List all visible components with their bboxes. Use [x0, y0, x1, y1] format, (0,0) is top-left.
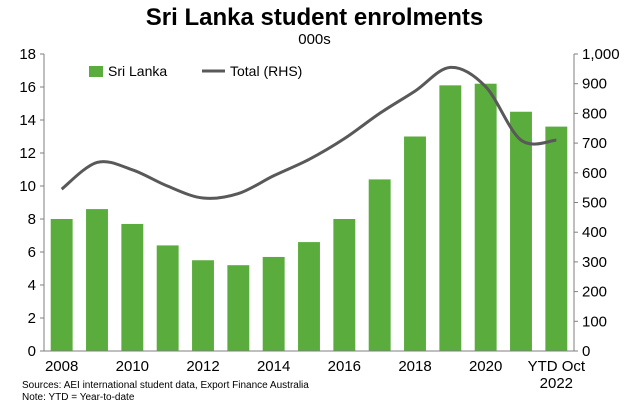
legend-label-total: Total (RHS) [230, 63, 302, 79]
source-note: Sources: AEI international student data,… [22, 380, 309, 391]
bar-2014 [262, 256, 285, 351]
left-tick-label: 18 [19, 46, 36, 63]
right-tick-label: 0 [582, 343, 590, 360]
legend-swatch-sri-lanka [89, 66, 103, 77]
right-tick-label: 300 [582, 254, 607, 271]
bar-2008 [50, 219, 73, 351]
left-tick-label: 10 [19, 178, 36, 195]
x-tick-label: YTD Oct 2022 [528, 358, 586, 392]
x-tick-label: 2018 [398, 358, 431, 375]
chart-title: Sri Lanka student enrolments [145, 4, 484, 31]
left-tick-label: 12 [19, 145, 36, 162]
left-tick-label: 0 [28, 343, 36, 360]
total-rhs-line [60, 65, 557, 200]
bar-2017 [368, 179, 391, 351]
left-tick-label: 8 [28, 211, 36, 228]
chart-subtitle: 000s [298, 31, 331, 48]
right-tick-label: 600 [582, 165, 607, 182]
bar-2019 [439, 85, 462, 351]
ytd-note: Note: YTD = Year-to-date [22, 392, 135, 403]
right-tick-label: 200 [582, 284, 607, 301]
right-tick-label: 900 [582, 76, 607, 93]
left-tick-label: 4 [28, 277, 36, 294]
x-tick-label: 2016 [328, 358, 361, 375]
left-tick-label: 6 [28, 244, 36, 261]
x-tick-label: 2014 [257, 358, 290, 375]
right-tick-label: 100 [582, 313, 607, 330]
bar-2009 [86, 209, 108, 351]
bar-2011 [156, 245, 179, 351]
bar-ytd-oct-2022 [545, 126, 568, 351]
bar-2010 [121, 223, 144, 351]
left-tick-label: 14 [19, 112, 36, 129]
right-tick-label: 700 [582, 135, 607, 152]
x-tick-label: 2012 [186, 358, 219, 375]
chart-footnotes: Sources: AEI international student data,… [22, 380, 309, 404]
bar-2018 [404, 136, 426, 351]
bar-2021 [510, 111, 532, 351]
legend-label-sri-lanka: Sri Lanka [108, 63, 167, 79]
right-tick-label: 1,000 [582, 46, 620, 63]
bar-2020 [474, 83, 497, 351]
bar-2015 [298, 242, 320, 351]
bar-2012 [192, 260, 214, 351]
bar-2016 [333, 219, 356, 351]
bar-2013 [227, 265, 250, 351]
left-tick-label: 16 [19, 79, 36, 96]
right-tick-label: 500 [582, 195, 607, 212]
x-tick-label: 2020 [469, 358, 502, 375]
right-tick-label: 400 [582, 224, 607, 241]
x-tick-label: 2010 [116, 358, 149, 375]
right-tick-label: 800 [582, 105, 607, 122]
left-tick-label: 2 [28, 310, 36, 327]
x-tick-label: 2008 [45, 358, 78, 375]
